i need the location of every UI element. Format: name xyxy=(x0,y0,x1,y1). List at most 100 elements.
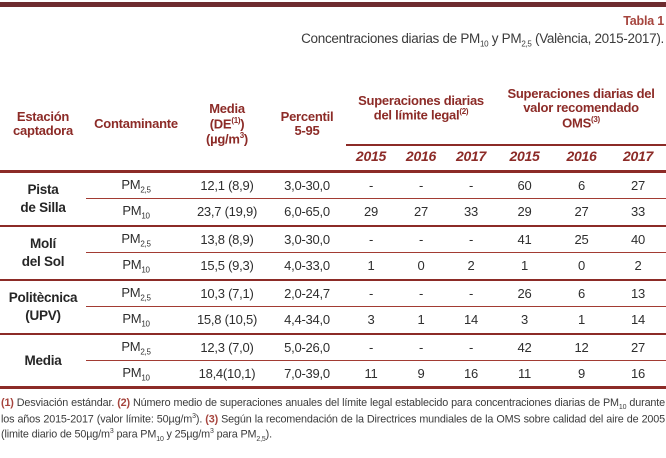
table-row: PM10 15,8 (10,5) 4,4-34,0 3 1 14 3 1 14 xyxy=(0,306,666,335)
cell-media: 18,4(10,1) xyxy=(186,360,268,390)
group-header-legal-label: Superaciones diarias del límite legal xyxy=(358,92,484,123)
cell-legal-2015: - xyxy=(346,225,396,254)
cell-percentil: 4,4-34,0 xyxy=(268,306,346,335)
footnote-sub-pm25: 2,5 xyxy=(256,435,266,443)
pm-base: PM xyxy=(122,257,142,273)
pm-label: PM10 xyxy=(86,360,186,390)
cell-percentil: 3,0-30,0 xyxy=(268,225,346,254)
cell-media: 13,8 (8,9) xyxy=(186,225,268,254)
cell-oms-2016: 9 xyxy=(553,360,611,390)
footnote-text: y 25µg/m xyxy=(163,428,211,441)
group-header-oms: Superaciones diarias del valor recomenda… xyxy=(496,78,666,146)
pm-base: PM xyxy=(122,364,142,380)
cell-oms-2015: 3 xyxy=(496,306,554,335)
col-header-media-line1: Media xyxy=(209,101,245,117)
cell-percentil: 4,0-33,0 xyxy=(268,252,346,281)
footnote-sup-cubed: 3 xyxy=(209,427,214,435)
footnote-marker-3: (3) xyxy=(205,413,219,426)
col-header-station: Estación captadora xyxy=(0,78,86,174)
table-row: Politècnica (UPV) PM2,5 10,3 (7,1) 2,0-2… xyxy=(0,279,666,335)
title-text: y PM xyxy=(488,30,522,46)
top-rule xyxy=(0,2,666,7)
table-label: Tabla 1 xyxy=(623,14,664,28)
cell-legal-2017: - xyxy=(446,225,497,254)
footnote-text: Desviación estándar. xyxy=(13,397,118,410)
pm-sub: 10 xyxy=(141,265,150,275)
pm-sub: 10 xyxy=(141,211,150,221)
title-sub-pm10: 10 xyxy=(479,39,489,49)
footnote-sub-pm10: 10 xyxy=(156,435,164,443)
footnote-text: ). xyxy=(195,413,206,426)
station-name-pista-de-silla: Pista de Silla xyxy=(0,171,86,227)
footnote-sub-pm10: 10 xyxy=(618,404,627,412)
footnote-text: Según la recomendación de la Directrices… xyxy=(1,413,665,441)
table-row: Pista de Silla PM2,5 12,1 (8,9) 3,0-30,0… xyxy=(0,171,666,227)
group-header-oms-label: Superaciones diarias del valor recomenda… xyxy=(507,85,655,131)
cell-percentil: 2,0-24,7 xyxy=(268,279,346,308)
oms-footref-3: (3) xyxy=(591,114,600,124)
cell-legal-2017: 33 xyxy=(446,198,497,227)
cell-oms-2017: 13 xyxy=(610,279,666,308)
cell-legal-2016: 27 xyxy=(396,198,446,227)
media-unit: (µg/m xyxy=(206,130,240,146)
pm-sub: 2,5 xyxy=(140,347,151,357)
cell-legal-2015: 3 xyxy=(346,306,396,335)
cell-legal-2015: 11 xyxy=(346,360,396,390)
cell-oms-2016: 6 xyxy=(553,279,611,308)
station-name-line: de Silla xyxy=(20,199,66,215)
page-title: Concentraciones diarias de PM10 y PM2,5 … xyxy=(0,31,664,49)
col-header-media-line3: (µg/m3) xyxy=(186,130,268,147)
year-header-oms-2016: 2016 xyxy=(553,144,611,174)
pm-base: PM xyxy=(121,338,141,354)
cell-oms-2015: 11 xyxy=(496,360,554,390)
footnote-sup-cubed: 3 xyxy=(109,427,114,435)
station-name-media: Media xyxy=(0,333,86,390)
cell-oms-2017: 33 xyxy=(610,198,666,227)
cell-oms-2015: 42 xyxy=(496,333,554,362)
station-name-moli-del-sol: Molí del Sol xyxy=(0,225,86,281)
cell-legal-2016: - xyxy=(396,225,446,254)
cell-media: 23,7 (19,9) xyxy=(186,198,268,227)
cell-oms-2017: 27 xyxy=(610,333,666,362)
table-row: Molí del Sol PM2,5 13,8 (8,9) 3,0-30,0 -… xyxy=(0,225,666,281)
cell-media: 12,3 (7,0) xyxy=(186,333,268,362)
footnote-text: durante los años 2015-2017 (valor límite… xyxy=(1,397,665,426)
station-name-line: Politècnica xyxy=(8,290,78,306)
col-header-station-line1: Estación xyxy=(16,108,70,124)
year-header-oms-2015: 2015 xyxy=(496,144,554,174)
col-header-contaminant: Contaminante xyxy=(86,78,186,174)
cell-percentil: 7,0-39,0 xyxy=(268,360,346,390)
caption-block: Tabla 1 Concentraciones diarias de PM10 … xyxy=(0,7,666,49)
title-text: Concentraciones diarias de PM xyxy=(301,30,480,46)
cell-oms-2017: 2 xyxy=(610,252,666,281)
cell-media: 15,5 (9,3) xyxy=(186,252,268,281)
cell-oms-2017: 40 xyxy=(610,225,666,254)
cell-percentil: 5,0-26,0 xyxy=(268,333,346,362)
cell-oms-2015: 29 xyxy=(496,198,554,227)
pm-label: PM2,5 xyxy=(86,279,186,308)
cell-legal-2015: - xyxy=(346,333,396,362)
footnote-text: ). xyxy=(265,428,272,441)
pm-sub: 10 xyxy=(141,373,150,383)
cell-oms-2015: 60 xyxy=(496,171,554,200)
cell-legal-2017: 14 xyxy=(446,306,497,335)
cell-legal-2016: 1 xyxy=(396,306,446,335)
cell-legal-2015: - xyxy=(346,171,396,200)
cell-legal-2017: 2 xyxy=(446,252,497,281)
footnote-sup-cubed: 3 xyxy=(192,413,196,421)
cell-legal-2016: - xyxy=(396,171,446,200)
footnote-text: Número medio de superaciones anuales del… xyxy=(129,397,619,410)
cell-legal-2017: 16 xyxy=(446,360,497,390)
legal-footref-2: (2) xyxy=(459,107,469,117)
col-header-media-line2: (DE(1)) xyxy=(186,115,268,132)
pm-base: PM xyxy=(122,311,142,327)
media-footref-1: (1) xyxy=(231,115,241,125)
table-row: PM10 18,4(10,1) 7,0-39,0 11 9 16 11 9 16 xyxy=(0,360,666,390)
year-header-legal-2015: 2015 xyxy=(346,144,396,174)
cell-legal-2016: - xyxy=(396,279,446,308)
cell-oms-2015: 26 xyxy=(496,279,554,308)
cell-legal-2017: - xyxy=(446,279,497,308)
table-row: PM10 23,7 (19,9) 6,0-65,0 29 27 33 29 27… xyxy=(0,198,666,227)
pm-label: PM2,5 xyxy=(86,171,186,200)
year-header-legal-2016: 2016 xyxy=(396,144,446,174)
